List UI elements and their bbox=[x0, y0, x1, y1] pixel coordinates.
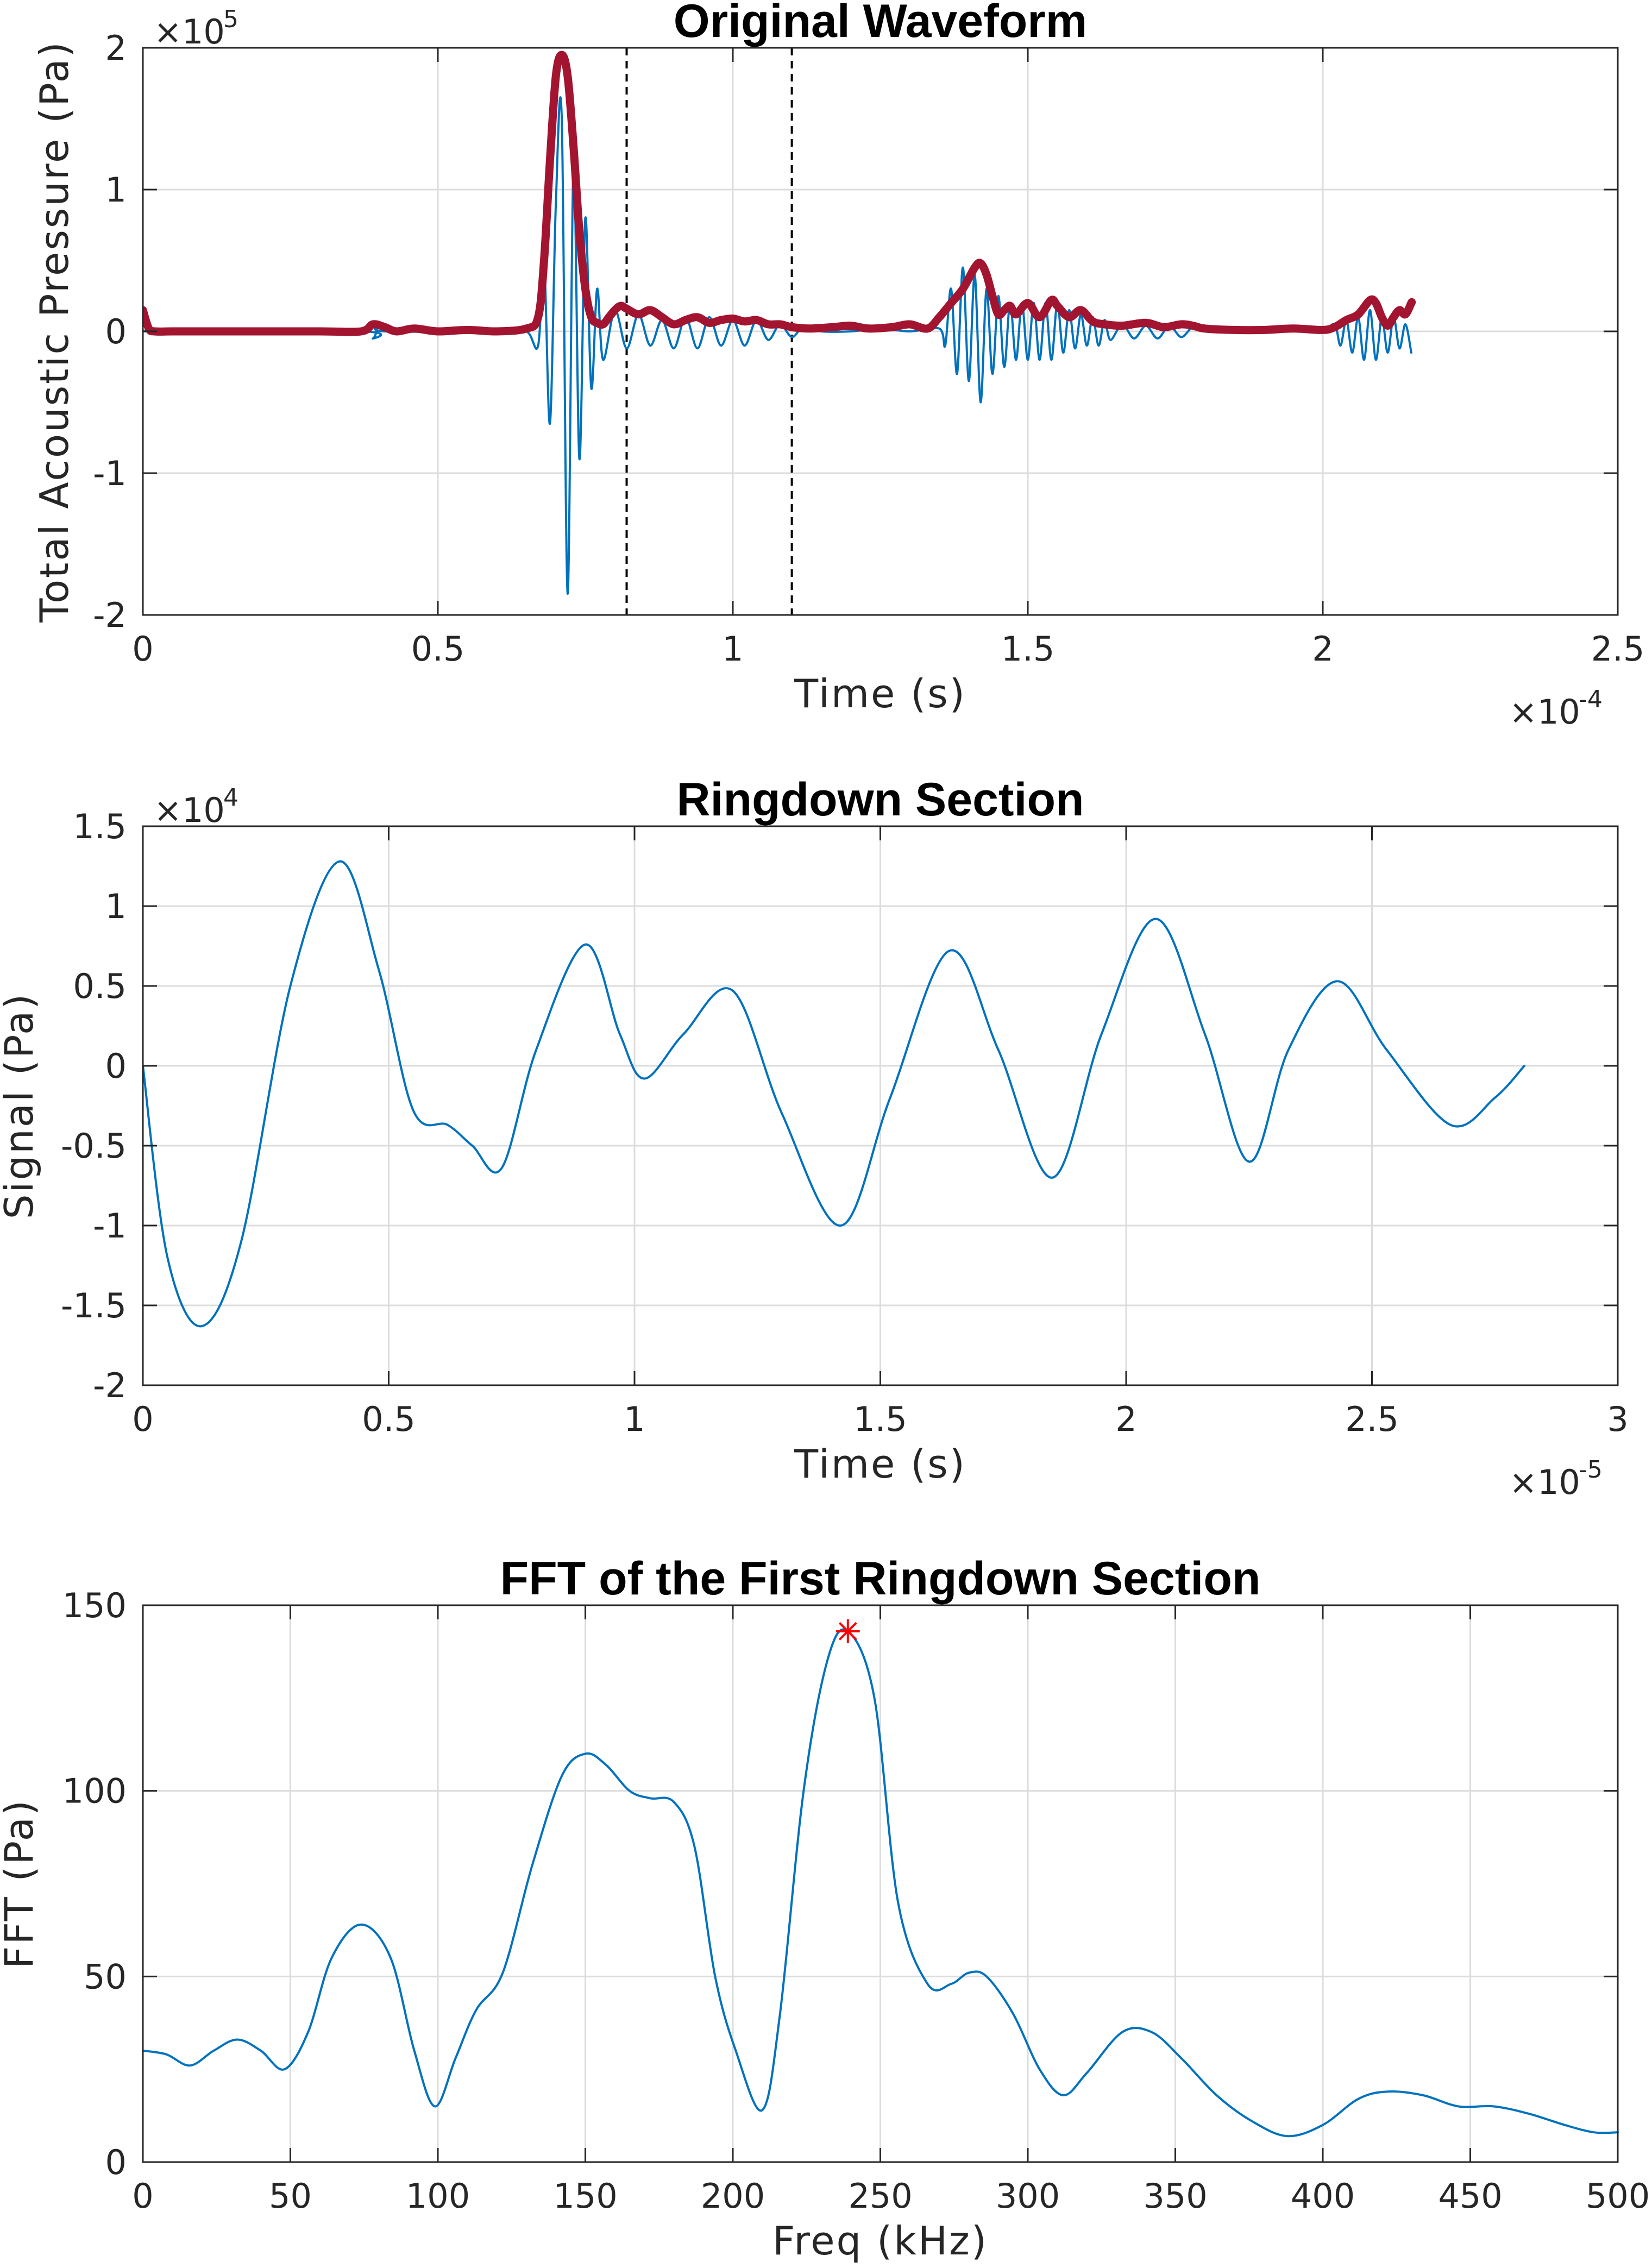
x-tick-label: 350 bbox=[1143, 2176, 1207, 2216]
x-exponent-power: -4 bbox=[1579, 686, 1603, 713]
series-line-main bbox=[143, 1628, 1619, 2138]
y-tick-label: -2 bbox=[93, 1366, 127, 1405]
peak-marker bbox=[836, 1619, 860, 1643]
y-exponent-label: ×10 bbox=[154, 790, 225, 830]
chart-title: FFT of the First Ringdown Section bbox=[500, 1553, 1261, 1605]
x-tick-label: 1.5 bbox=[1001, 629, 1055, 669]
x-tick-label: 1.5 bbox=[853, 1399, 907, 1439]
x-tick-label: 50 bbox=[269, 2176, 312, 2216]
y-tick-label: 0 bbox=[105, 2143, 127, 2182]
x-tick-label: 2 bbox=[1312, 629, 1333, 669]
x-tick-label: 150 bbox=[553, 2176, 617, 2216]
x-exponent-label: ×10 bbox=[1509, 1462, 1580, 1502]
y-tick-label: 50 bbox=[84, 1957, 127, 1996]
x-axis-label: Time (s) bbox=[794, 1441, 966, 1487]
y-tick-label: 2 bbox=[105, 28, 127, 68]
y-tick-label: 150 bbox=[62, 1586, 127, 1625]
series-line-envelope bbox=[143, 51, 1416, 336]
x-tick-label: 1 bbox=[722, 629, 743, 669]
x-axis-label: Time (s) bbox=[794, 671, 966, 717]
x-tick-label: 1 bbox=[624, 1399, 645, 1439]
subplot-fft: 0 50 100 150 200 250 300 350 400 450 500 0 50 100 150 F… bbox=[0, 1553, 1650, 2264]
y-axis-label: Total Acoustic Pressure (Pa) bbox=[32, 40, 77, 623]
y-axis-label: Signal (Pa) bbox=[0, 992, 42, 1220]
x-tick-label: 0 bbox=[132, 1399, 153, 1439]
x-tick-label: 2.5 bbox=[1591, 629, 1645, 669]
y-exponent-label: ×10 bbox=[154, 12, 225, 52]
x-tick-label: 300 bbox=[996, 2176, 1060, 2216]
y-exponent-power: 4 bbox=[223, 784, 238, 812]
x-tick-label: 400 bbox=[1291, 2176, 1355, 2216]
y-tick-label: -0.5 bbox=[61, 1126, 127, 1166]
chart-title: Original Waveform bbox=[674, 0, 1087, 47]
x-tick-label: 0 bbox=[132, 2176, 153, 2216]
subplot-original-waveform: 0 0.5 1 1.5 2 2.5 -2 -1 0 1 2 Original Waveform Time… bbox=[32, 0, 1644, 732]
y-tick-label: -1.5 bbox=[61, 1286, 127, 1325]
y-tick-label: 0 bbox=[105, 312, 127, 351]
y-axis-label: FFT (Pa) bbox=[0, 1799, 42, 1969]
y-tick-label: 1.5 bbox=[73, 807, 127, 846]
x-tick-label: 2.5 bbox=[1345, 1399, 1399, 1439]
x-tick-label: 500 bbox=[1586, 2176, 1650, 2216]
x-axis-label: Freq (kHz) bbox=[772, 2218, 988, 2264]
y-tick-label: -1 bbox=[93, 454, 127, 493]
x-tick-label: 250 bbox=[848, 2176, 912, 2216]
y-tick-label: 0.5 bbox=[73, 966, 127, 1006]
x-tick-label: 450 bbox=[1438, 2176, 1502, 2216]
y-exponent-power: 5 bbox=[223, 5, 238, 33]
x-tick-label: 0 bbox=[132, 629, 153, 669]
x-tick-label: 200 bbox=[701, 2176, 765, 2216]
x-tick-label: 100 bbox=[406, 2176, 470, 2216]
y-tick-label: 0 bbox=[105, 1046, 127, 1086]
y-tick-label: -1 bbox=[93, 1206, 127, 1246]
x-exponent-power: -5 bbox=[1579, 1456, 1603, 1484]
y-tick-label: 1 bbox=[105, 170, 127, 210]
x-exponent-label: ×10 bbox=[1509, 692, 1580, 732]
subplot-ringdown-section: 0 0.5 1 1.5 2 2.5 3 -2 -1.5 -1 -0.5 0 0.5 1 1.5 Ringdow… bbox=[0, 774, 1629, 1502]
x-tick-label: 0.5 bbox=[362, 1399, 416, 1439]
x-tick-label: 0.5 bbox=[411, 629, 465, 669]
y-tick-label: 100 bbox=[62, 1771, 127, 1811]
chart-title: Ringdown Section bbox=[676, 774, 1084, 826]
x-tick-label: 2 bbox=[1115, 1399, 1136, 1439]
y-tick-label: -2 bbox=[93, 595, 127, 635]
series-line-signal bbox=[143, 96, 1412, 595]
series-line-main bbox=[143, 860, 1525, 1328]
y-tick-label: 1 bbox=[105, 887, 127, 926]
x-tick-label: 3 bbox=[1607, 1399, 1628, 1439]
